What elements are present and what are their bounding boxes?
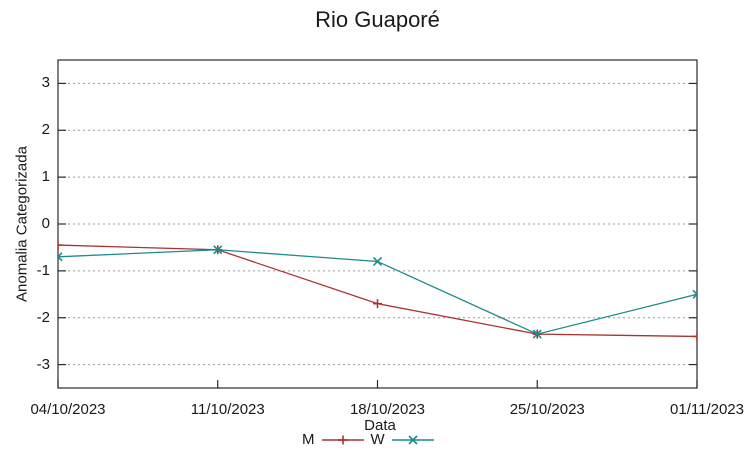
chart-title: Rio Guaporé xyxy=(315,7,440,32)
y-tick-label: 0 xyxy=(41,215,50,232)
x-tick-label: 11/10/2023 xyxy=(190,401,265,418)
x-tick-label: 25/10/2023 xyxy=(509,401,585,418)
marker-cross xyxy=(58,252,63,258)
y-tick-label: 2 xyxy=(41,121,50,139)
marker-cross xyxy=(58,255,63,262)
marker-cross xyxy=(692,289,697,296)
x-tick-label: 01/11/2023 xyxy=(670,401,744,418)
x-tick-label: 18/10/2023 xyxy=(349,401,426,418)
marker-cross xyxy=(372,256,383,267)
y-tick-label: -2 xyxy=(36,308,50,326)
legend: M W xyxy=(302,431,435,448)
x-axis-label: Data xyxy=(364,417,396,434)
y-tick-label: 1 xyxy=(41,168,50,186)
series-line-M xyxy=(58,244,697,338)
y-tick-label: 3 xyxy=(41,74,50,92)
legend-marker-W xyxy=(408,434,418,445)
marker-cross xyxy=(692,293,697,299)
marker-cross xyxy=(213,245,223,255)
marker-cross xyxy=(532,329,542,339)
legend-label-m: M xyxy=(302,431,315,448)
legend-swatch-m xyxy=(321,435,364,444)
y-tick-label: -3 xyxy=(36,355,50,373)
x-tick-label: 04/10/2023 xyxy=(30,401,106,418)
y-tick-label: -1 xyxy=(36,261,50,279)
legend-swatch-w xyxy=(391,434,434,445)
legend-label-w: W xyxy=(370,431,385,448)
